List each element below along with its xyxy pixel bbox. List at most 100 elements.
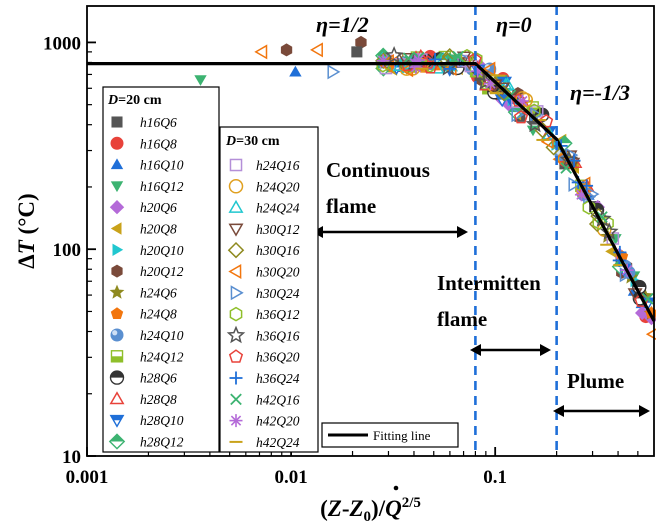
data-point: [376, 57, 390, 73]
legend-marker: [109, 284, 125, 299]
legend-d30-title: D=30 cm: [225, 134, 280, 149]
x-tick-label: 0.001: [66, 467, 109, 488]
legend-marker: [229, 414, 243, 428]
legend-label: h16Q8: [140, 136, 177, 151]
legend-label: h36Q20: [256, 350, 300, 365]
legend-marker: [229, 306, 243, 322]
legend-marker: [110, 328, 124, 342]
data-point: [582, 200, 596, 215]
x-axis-title: (Z-Z0)/Q2/5: [320, 495, 421, 525]
data-point: [398, 58, 416, 75]
legend-label: h36Q24: [256, 371, 300, 386]
legend-marker: [111, 264, 123, 278]
legend-label: h24Q12: [140, 349, 184, 364]
y-axis-title: ΔT (°C): [14, 193, 39, 268]
legend-marker: [230, 393, 242, 406]
legend-marker: [109, 414, 125, 428]
data-point: [513, 109, 529, 124]
legend-marker: [230, 285, 244, 301]
legend-label: h30Q16: [256, 243, 300, 258]
y-tick-label: 10: [62, 447, 81, 468]
data-point: [280, 43, 293, 57]
plume-arrow: [553, 405, 650, 417]
intermittent-label: Intermitten: [437, 271, 541, 295]
legend-marker: [229, 371, 243, 385]
legend-label: h24Q24: [256, 201, 300, 216]
data-point: [254, 44, 268, 60]
regime-label: η=0: [496, 12, 532, 37]
legend-marker: [112, 243, 124, 256]
legend-marker: [228, 179, 244, 194]
legend-label: h20Q8: [140, 222, 177, 237]
x-tick-label: 0.1: [483, 467, 507, 488]
legend-label: h24Q16: [256, 158, 300, 173]
legend-marker: [110, 158, 124, 170]
legend-marker: [109, 370, 125, 385]
legend-label: h28Q10: [140, 413, 184, 428]
legend-marker: [226, 325, 246, 344]
legend-marker: [228, 264, 242, 280]
legend-label: h20Q6: [140, 200, 177, 215]
legend-label: h36Q16: [256, 328, 300, 343]
legend-marker: [109, 200, 125, 215]
legend-label: h24Q10: [140, 328, 184, 343]
q-dot: [393, 485, 399, 491]
data-point: [635, 305, 650, 321]
legend-marker: [227, 241, 245, 259]
legend-label: h16Q6: [140, 115, 177, 130]
data-point: [534, 122, 551, 139]
legend-label: h28Q8: [140, 392, 177, 407]
legend-label: h20Q10: [140, 243, 184, 258]
data-point: [452, 50, 464, 63]
data-point: [194, 75, 207, 86]
legend-label: h24Q8: [140, 307, 177, 322]
legend-label: h20Q12: [140, 264, 184, 279]
continuous-label: flame: [326, 194, 376, 218]
data-point: [539, 113, 554, 128]
legend-label: h42Q20: [256, 414, 300, 429]
continuous-arrow: [312, 226, 468, 238]
y-tick-label: 1000: [43, 33, 81, 54]
data-point: [645, 328, 656, 341]
data-point: [482, 61, 496, 77]
data-point: [351, 46, 363, 58]
data-point: [289, 65, 302, 77]
legend-marker: [108, 433, 126, 450]
legend-label: h42Q24: [256, 435, 300, 450]
legend-marker: [109, 391, 125, 405]
data-point: [526, 125, 540, 137]
plot-frame: [86, 5, 655, 457]
legend-d30: D=30 cm h24Q16 h24Q20 h24Q24 h30Q12 h30Q16 h30…: [219, 126, 319, 453]
data-point: [552, 151, 566, 167]
data-point: [577, 176, 591, 192]
legend-label: h42Q16: [256, 392, 300, 407]
legend-label: h30Q24: [256, 286, 300, 301]
legend-fit-label: Fitting line: [373, 428, 431, 443]
y-axis-title-text: ΔT (°C): [14, 193, 39, 268]
plume-label: Plume: [567, 369, 624, 393]
x-tick-label: 0.01: [274, 467, 307, 488]
legend-marker: [111, 116, 123, 128]
legend-marker: [110, 222, 122, 235]
data-point: [384, 45, 404, 64]
data-point: [511, 107, 525, 123]
legend-label: h24Q6: [140, 285, 177, 300]
legend-marker: [228, 199, 244, 213]
data-point: [518, 92, 534, 108]
data-point: [375, 52, 392, 69]
legend-fit: Fitting line: [321, 422, 459, 448]
legend-marker: [229, 158, 243, 172]
legend-label: h30Q20: [256, 265, 300, 280]
legend-d20-title: D=20 cm: [107, 93, 162, 108]
legend-marker: [110, 307, 124, 319]
data-points: [194, 35, 656, 341]
legend-marker: [228, 223, 244, 237]
legend-marker: [110, 350, 124, 363]
legend-d20: D=20 cm h16Q6 h16Q8 h16Q10 h16Q12 h20Q6 h20Q8 h…: [102, 86, 220, 453]
legend-label: h36Q12: [256, 307, 300, 322]
data-point: [429, 60, 445, 74]
data-point: [355, 35, 367, 49]
y-tick-label: 100: [53, 240, 82, 261]
legend-label: h28Q6: [140, 371, 177, 386]
